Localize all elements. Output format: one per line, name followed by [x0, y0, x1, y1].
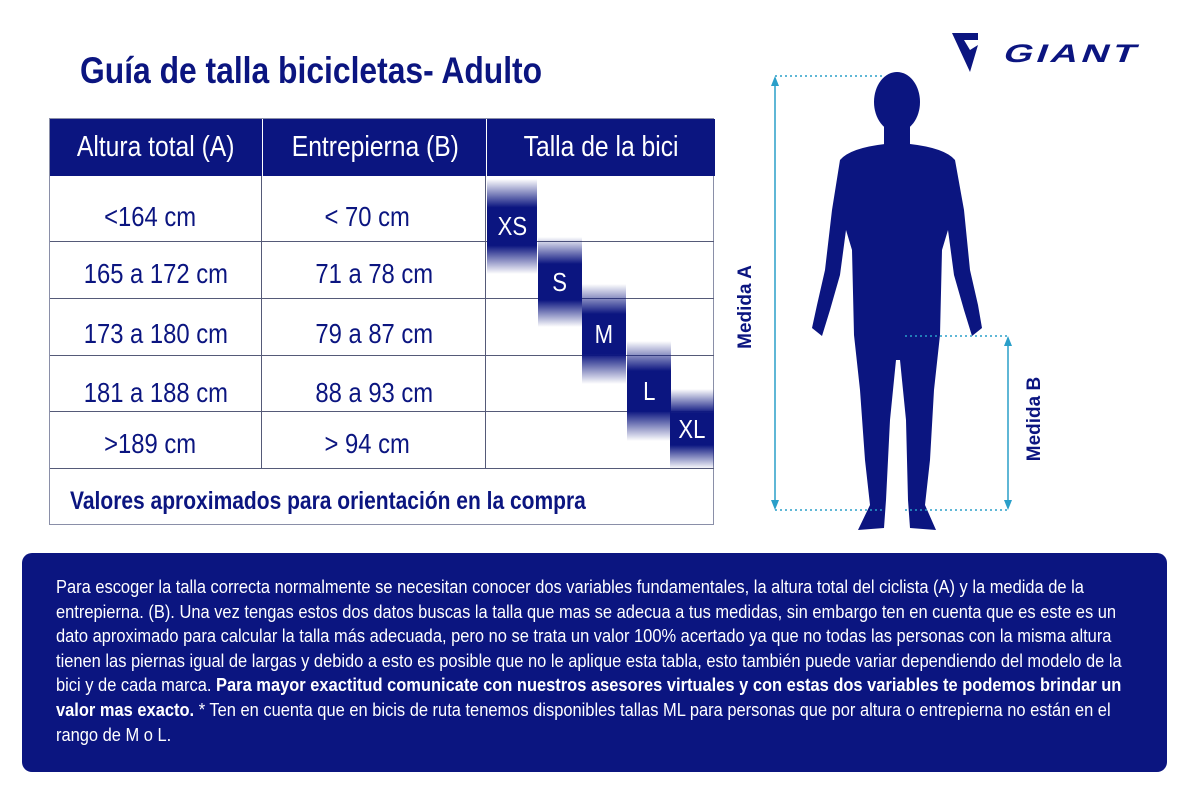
row-0-entrepierna: < 70 cm [324, 200, 410, 232]
size-badge-xs: XS [487, 179, 537, 274]
page-title: Guía de talla bicicletas- Adulto [80, 50, 543, 91]
table-note: Valores aproximados para orientación en … [70, 487, 586, 515]
giant-logo: GIANT [952, 33, 1146, 72]
size-badge-m: M [582, 284, 626, 384]
row-2-altura: 173 a 180 cm [83, 317, 229, 349]
row-4-altura: >189 cm [104, 427, 196, 459]
measure-arrows [771, 75, 1012, 511]
header-talla: Talla de la bici [486, 119, 715, 176]
label-medida-b: Medida B [1024, 376, 1046, 462]
row-3-altura: 181 a 188 cm [83, 376, 229, 408]
info-paragraph: Para escoger la talla correcta normalmen… [56, 576, 1122, 745]
divider [485, 176, 486, 468]
label-medida-a: Medida A [734, 265, 756, 349]
size-badge-l: L [627, 341, 671, 441]
header-altura: Altura total (A) [50, 119, 262, 176]
row-2-entrepierna: 79 a 87 cm [315, 317, 433, 349]
divider [50, 468, 714, 469]
divider [50, 355, 714, 356]
row-3-entrepierna: 88 a 93 cm [315, 376, 433, 408]
svg-text:GIANT: GIANT [1000, 39, 1146, 68]
size-badge-s: S [538, 237, 582, 327]
body-silhouette-diagram [771, 72, 1012, 530]
row-1-altura: 165 a 172 cm [83, 257, 229, 289]
divider [50, 298, 714, 299]
header-entrepierna: Entrepierna (B) [262, 119, 487, 176]
size-badge-xl: XL [670, 389, 714, 469]
row-0-altura: <164 cm [104, 200, 196, 232]
info-box: Para escoger la talla correcta normalmen… [22, 553, 1167, 772]
divider [50, 411, 714, 412]
divider [50, 241, 714, 242]
row-4-entrepierna: > 94 cm [324, 427, 410, 459]
size-table: Altura total (A) Entrepierna (B) Talla d… [49, 118, 715, 525]
divider [261, 176, 262, 468]
body-silhouette [812, 72, 982, 530]
row-1-entrepierna: 71 a 78 cm [315, 257, 433, 289]
